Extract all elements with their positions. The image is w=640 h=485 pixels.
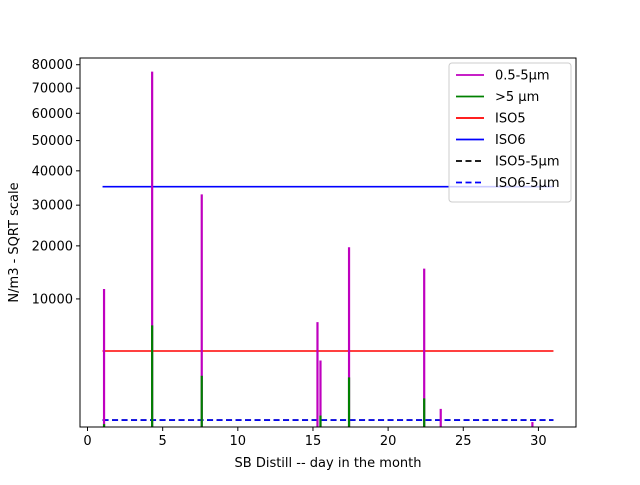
x-tick-label: 25 bbox=[455, 434, 472, 449]
x-tick-label: 30 bbox=[530, 434, 547, 449]
y-axis-ticks: 10000 20000 30000 40000 50000 60000 70000 80000 bbox=[32, 58, 80, 307]
legend-label: 0.5-5µm bbox=[495, 69, 550, 84]
legend-label: >5 µm bbox=[495, 90, 539, 105]
x-tick-label: 20 bbox=[380, 434, 397, 449]
series-layer bbox=[102, 71, 554, 427]
x-tick-label: 15 bbox=[305, 434, 322, 449]
plot-area-frame bbox=[79, 57, 577, 428]
legend-label: ISO6-5µm bbox=[495, 176, 560, 191]
y-tick-label: 50000 bbox=[32, 134, 73, 149]
y-tick-label: 80000 bbox=[32, 58, 73, 73]
y-tick-label: 40000 bbox=[32, 164, 73, 179]
legend: 0.5-5µm >5 µm ISO5 ISO6 ISO5-5µm ISO6-5µm bbox=[448, 62, 572, 203]
y-tick-label: 70000 bbox=[32, 82, 73, 97]
y-axis-label: N/m3 - SQRT scale bbox=[7, 182, 22, 302]
legend-label: ISO5-5µm bbox=[495, 155, 560, 170]
legend-label: ISO5 bbox=[495, 112, 526, 127]
y-tick-label: 20000 bbox=[32, 239, 73, 254]
y-tick-label: 30000 bbox=[32, 199, 73, 214]
x-tick-label: 10 bbox=[230, 434, 247, 449]
x-tick-label: 0 bbox=[83, 434, 91, 449]
legend-box bbox=[448, 62, 572, 203]
legend-label: ISO6 bbox=[495, 133, 526, 148]
x-tick-label: 5 bbox=[159, 434, 167, 449]
y-tick-label: 10000 bbox=[32, 292, 73, 307]
x-axis-label: SB Distill -- day in the month bbox=[235, 456, 422, 471]
y-tick-label: 60000 bbox=[32, 107, 73, 122]
x-axis-ticks: 0 5 10 15 20 25 30 bbox=[83, 427, 547, 449]
